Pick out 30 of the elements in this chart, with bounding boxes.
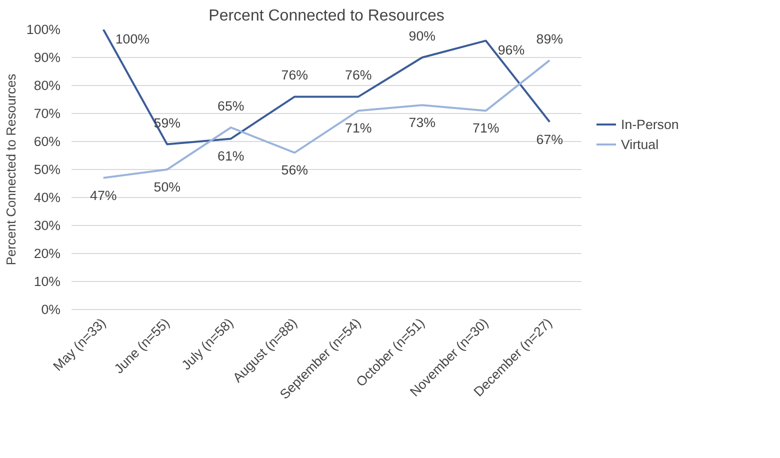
text: 90% <box>408 28 436 44</box>
y-tick-label: 10% <box>34 274 61 289</box>
legend-label: In-Person <box>621 116 679 132</box>
text: 56% <box>281 162 308 178</box>
text: 47% <box>90 188 117 203</box>
legend-label: Virtual <box>621 136 659 152</box>
text: 89% <box>536 31 563 46</box>
text: 76% <box>345 68 372 83</box>
y-tick-label: 80% <box>34 78 61 93</box>
y-tick-label: 40% <box>34 190 61 205</box>
y-tick-label: 60% <box>34 134 61 149</box>
text: 100% <box>115 32 150 46</box>
y-tick-label: 50% <box>34 162 61 177</box>
text: 61% <box>218 148 244 164</box>
text: 76% <box>281 68 308 83</box>
text: 73% <box>408 115 436 130</box>
y-tick-label: 30% <box>34 218 61 233</box>
y-tick-label: 20% <box>34 246 61 261</box>
text: 71% <box>345 120 372 136</box>
y-tick-label: 90% <box>34 50 61 65</box>
chart-title: Percent Connected to Resources <box>208 8 444 24</box>
y-tick-label: 100% <box>26 22 61 37</box>
y-axis-title: Percent Connected to Resources <box>3 73 18 266</box>
text: 71% <box>472 120 500 136</box>
y-tick-label: 0% <box>41 302 61 317</box>
text: 96% <box>498 42 525 58</box>
text: 67% <box>536 132 563 147</box>
y-tick-label: 70% <box>34 106 61 121</box>
text: 50% <box>154 180 180 194</box>
text: 65% <box>218 98 244 114</box>
